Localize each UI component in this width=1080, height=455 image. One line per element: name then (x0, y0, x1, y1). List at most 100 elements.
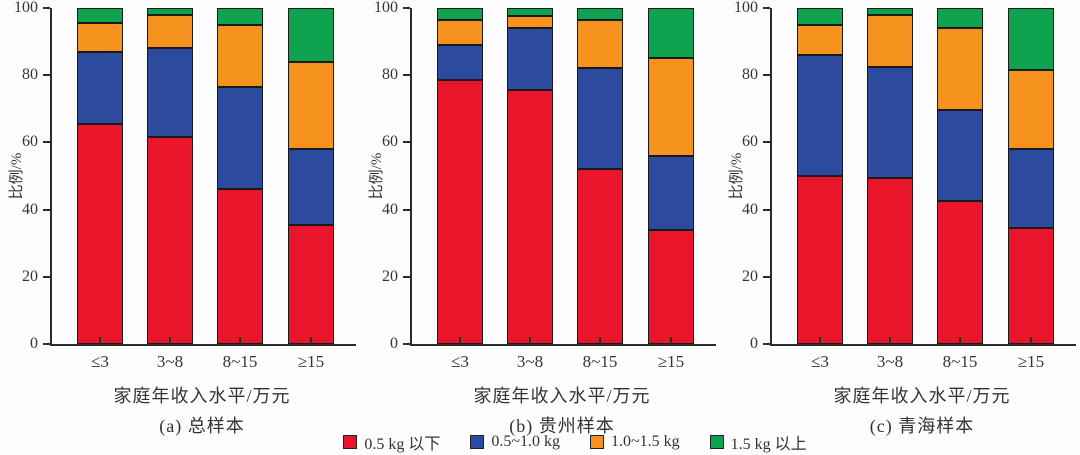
x-axis-tick (959, 337, 961, 344)
bar-segment (288, 61, 334, 150)
chart-subtitle-b: (b) 贵州样本 (509, 416, 615, 436)
y-axis-tick (763, 141, 770, 144)
chart-panel-b: 比例/% 0 20 40 60 80 100 ≤3 3~8 8~15 ≥15 家庭年收入水平/万元… (360, 0, 720, 436)
plot-area-c: 0 20 40 60 80 100 ≤3 3~8 8~15 ≥15 (734, 0, 1076, 371)
y-axis-tick (43, 74, 50, 77)
bar-segment (288, 149, 334, 225)
y-axis-tick-label: 20 (742, 267, 758, 285)
bar-segment (1008, 149, 1054, 229)
x-axis-category-label: 3~8 (156, 352, 184, 371)
y-axis-tick-label: 80 (742, 66, 758, 84)
bar-segment (648, 8, 694, 59)
y-axis-tick (43, 7, 50, 9)
legend-item: 1.5 kg 以上 (709, 430, 807, 454)
bar-segment (437, 80, 483, 344)
bar-segment (288, 8, 334, 62)
x-axis-label: 家庭年收入水平/万元 (833, 386, 1011, 406)
bar-segment (1008, 8, 1054, 71)
x-axis-tick (459, 337, 461, 344)
bar-segment (217, 24, 263, 87)
legend-swatch-icon (709, 435, 724, 449)
bar-segment (437, 8, 483, 20)
bar-segment (797, 8, 843, 25)
x-axis-category-label: 3~8 (516, 352, 544, 371)
bar-segment (77, 23, 123, 52)
y-axis-tick (763, 343, 770, 345)
legend-item: 1.0~1.5 kg (590, 433, 680, 451)
bar-segment (577, 8, 623, 20)
bar-segment (77, 51, 123, 124)
x-axis-category-label: 3~8 (876, 352, 904, 371)
y-axis-tick-label: 100 (374, 0, 398, 16)
y-axis-tick (43, 141, 50, 144)
y-axis-tick (763, 74, 770, 77)
x-axis-tick (670, 337, 672, 344)
x-axis-tick (169, 337, 171, 344)
bar-segment (867, 66, 913, 178)
bar-segment (147, 14, 193, 49)
bar-segment (797, 24, 843, 56)
bar-segment (648, 58, 694, 156)
bar-segment (217, 8, 263, 25)
y-axis-tick (403, 74, 410, 77)
x-axis-category-label: 8~15 (942, 352, 978, 371)
bar-segment (77, 123, 123, 344)
bar-segment (937, 28, 983, 111)
y-axis-tick (403, 7, 410, 9)
y-axis-tick-label: 0 (30, 335, 38, 352)
y-axis-tick-label: 80 (382, 66, 398, 84)
x-axis-category-label: 8~15 (582, 352, 618, 371)
y-axis-tick-label: 0 (750, 335, 758, 352)
plot-area-a: 0 20 40 60 80 100 ≤3 3~8 8~15 ≥15 (14, 0, 356, 371)
legend-item: 0.5~1.0 kg (470, 433, 560, 451)
legend: 0.5 kg 以下 0.5~1.0 kg 1.0~1.5 kg 1.5 kg 以上 (35, 431, 1080, 453)
y-axis-tick-label: 40 (382, 200, 398, 218)
bar-segment (648, 155, 694, 230)
bar-segment (217, 189, 263, 344)
legend-swatch-icon (590, 435, 604, 449)
x-axis-tick (529, 337, 531, 344)
y-axis-tick-label: 40 (742, 200, 758, 218)
y-axis-tick (763, 208, 770, 211)
x-axis-tick (310, 337, 312, 344)
y-axis-tick (763, 7, 770, 9)
bar-segment (867, 8, 913, 15)
bar-segment (867, 14, 913, 67)
x-axis-category-label: ≥15 (657, 352, 685, 371)
y-axis-tick-label: 100 (14, 0, 38, 16)
legend-label: 0.5 kg 以下 (364, 436, 441, 453)
bar-segment (577, 68, 623, 170)
bar-segment (437, 44, 483, 81)
bar-segment (507, 16, 553, 29)
legend-label: 1.0~1.5 kg (611, 433, 680, 450)
x-axis-tick (1030, 337, 1032, 344)
x-axis-category-label: ≤3 (811, 352, 829, 371)
legend-swatch-icon (343, 435, 358, 449)
chart-panel-a: 比例/% 0 20 40 60 80 100 ≤3 3~8 8~15 ≥15 家庭年收入水平/万元… (0, 0, 360, 436)
bar-segment (507, 90, 553, 344)
y-axis-tick (43, 343, 50, 345)
y-axis-tick (403, 141, 410, 144)
bar-segment (507, 8, 553, 17)
x-axis-category-label: ≤3 (91, 352, 109, 371)
bar-segment (147, 8, 193, 15)
bar-segment (147, 48, 193, 138)
x-axis-tick (239, 337, 241, 344)
bar-segment (797, 55, 843, 176)
y-axis-tick-label: 20 (382, 267, 398, 285)
x-axis-tick (819, 337, 821, 344)
bar-segment (147, 137, 193, 344)
bar-segment (577, 19, 623, 69)
bar-segment (1008, 70, 1054, 150)
bar-segment (437, 19, 483, 45)
bar-segment (937, 110, 983, 202)
x-axis-category-label: ≥15 (1017, 352, 1045, 371)
bar-segment (937, 201, 983, 344)
y-axis-tick (43, 275, 50, 278)
chart-subtitle-c: (c) 青海样本 (869, 416, 975, 436)
bar-segment (1008, 228, 1054, 344)
y-axis-tick (763, 275, 770, 278)
charts-row: 比例/% 0 20 40 60 80 100 ≤3 3~8 8~15 ≥15 家庭年收入水平/万元… (0, 0, 1076, 436)
plot-area-b: 0 20 40 60 80 100 ≤3 3~8 8~15 ≥15 (374, 0, 716, 371)
y-axis-tick-label: 60 (742, 133, 758, 151)
